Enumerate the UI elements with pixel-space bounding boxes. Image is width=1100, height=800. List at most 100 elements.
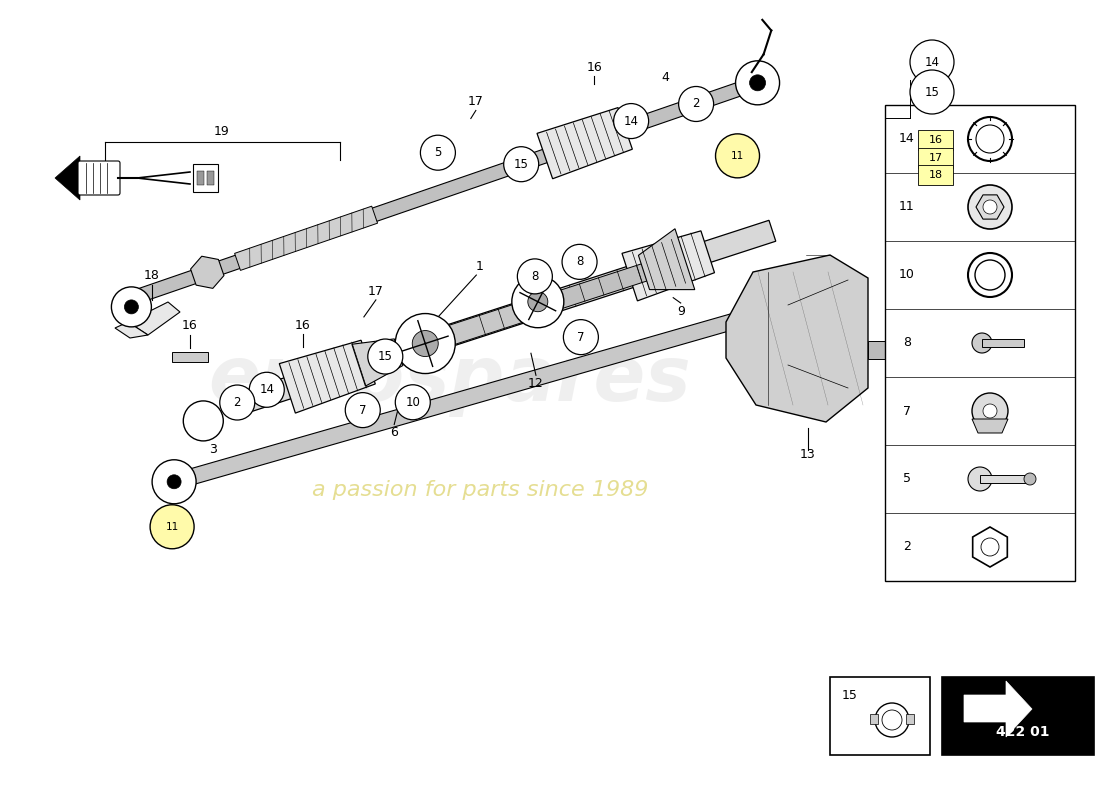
Bar xyxy=(942,677,1094,755)
Text: 16: 16 xyxy=(295,319,311,332)
Circle shape xyxy=(124,300,139,314)
Text: 15: 15 xyxy=(378,350,393,363)
Text: 4: 4 xyxy=(661,71,669,84)
Polygon shape xyxy=(638,229,695,290)
Text: 2: 2 xyxy=(233,396,241,409)
Text: 422 01: 422 01 xyxy=(997,725,1049,739)
Bar xyxy=(207,171,215,185)
Bar xyxy=(918,148,953,168)
Polygon shape xyxy=(558,254,675,308)
Polygon shape xyxy=(972,419,1008,433)
Circle shape xyxy=(563,320,598,354)
Text: 8: 8 xyxy=(531,270,539,283)
Circle shape xyxy=(184,401,223,441)
Polygon shape xyxy=(122,76,760,307)
Text: 14: 14 xyxy=(624,114,639,127)
Circle shape xyxy=(968,467,992,491)
Bar xyxy=(886,105,1075,581)
Polygon shape xyxy=(726,255,868,422)
Circle shape xyxy=(395,314,455,374)
Text: 16: 16 xyxy=(586,61,602,74)
Bar xyxy=(830,677,930,755)
Circle shape xyxy=(874,703,909,737)
Circle shape xyxy=(938,338,962,362)
Polygon shape xyxy=(972,527,1008,567)
Circle shape xyxy=(972,393,1008,429)
Circle shape xyxy=(975,260,1005,290)
Text: 14: 14 xyxy=(924,55,939,69)
Circle shape xyxy=(517,259,552,294)
Polygon shape xyxy=(537,107,632,178)
Circle shape xyxy=(1024,473,1036,485)
Text: 17: 17 xyxy=(368,285,384,298)
Circle shape xyxy=(910,40,954,84)
Circle shape xyxy=(968,253,1012,297)
FancyBboxPatch shape xyxy=(78,161,120,195)
Text: 17: 17 xyxy=(468,95,484,109)
Text: 11: 11 xyxy=(165,522,178,532)
Circle shape xyxy=(412,330,438,357)
Circle shape xyxy=(420,135,455,170)
Text: 7: 7 xyxy=(578,330,584,344)
Text: 9: 9 xyxy=(676,305,684,318)
Bar xyxy=(197,171,204,185)
Text: 7: 7 xyxy=(903,405,911,418)
Circle shape xyxy=(983,404,997,418)
Text: 18: 18 xyxy=(144,269,159,282)
Text: 5: 5 xyxy=(903,473,911,486)
Text: 10: 10 xyxy=(405,396,420,409)
Circle shape xyxy=(614,103,649,138)
Bar xyxy=(980,475,1030,483)
Text: 2: 2 xyxy=(692,98,700,110)
Polygon shape xyxy=(976,195,1004,219)
Circle shape xyxy=(679,86,714,122)
Polygon shape xyxy=(964,681,1032,737)
Circle shape xyxy=(562,244,597,279)
Circle shape xyxy=(715,134,759,178)
Circle shape xyxy=(981,538,999,556)
Circle shape xyxy=(167,474,182,489)
Text: 11: 11 xyxy=(730,151,745,161)
Text: 7: 7 xyxy=(359,404,366,417)
Circle shape xyxy=(367,339,403,374)
Bar xyxy=(192,164,218,192)
Circle shape xyxy=(749,75,766,91)
Circle shape xyxy=(111,287,152,327)
Polygon shape xyxy=(55,156,80,200)
Polygon shape xyxy=(236,220,776,414)
Polygon shape xyxy=(279,340,375,413)
Text: 6: 6 xyxy=(390,426,398,439)
Text: 5: 5 xyxy=(434,146,441,159)
Circle shape xyxy=(968,185,1012,229)
Circle shape xyxy=(968,117,1012,161)
Circle shape xyxy=(528,292,548,312)
Polygon shape xyxy=(234,206,377,270)
Text: 16: 16 xyxy=(183,319,198,332)
Bar xyxy=(918,165,953,185)
Bar xyxy=(982,339,1024,347)
Circle shape xyxy=(976,125,1004,153)
Polygon shape xyxy=(868,341,940,359)
Circle shape xyxy=(512,276,564,328)
Text: 8: 8 xyxy=(576,255,583,268)
Text: 8: 8 xyxy=(903,337,911,350)
Polygon shape xyxy=(204,410,220,425)
Polygon shape xyxy=(190,256,224,288)
Text: 14: 14 xyxy=(260,383,274,396)
Text: a passion for parts since 1989: a passion for parts since 1989 xyxy=(311,480,648,500)
Text: 10: 10 xyxy=(899,269,915,282)
Bar xyxy=(172,352,208,362)
Circle shape xyxy=(504,146,539,182)
Circle shape xyxy=(345,393,381,428)
Circle shape xyxy=(150,505,194,549)
Text: 2: 2 xyxy=(903,541,911,554)
Circle shape xyxy=(152,460,196,504)
Text: 12: 12 xyxy=(528,377,543,390)
Text: 13: 13 xyxy=(800,449,816,462)
Bar xyxy=(906,714,914,724)
Polygon shape xyxy=(172,305,768,490)
Text: 11: 11 xyxy=(899,201,915,214)
Circle shape xyxy=(220,385,255,420)
Polygon shape xyxy=(449,304,521,345)
Text: 3: 3 xyxy=(209,443,217,456)
